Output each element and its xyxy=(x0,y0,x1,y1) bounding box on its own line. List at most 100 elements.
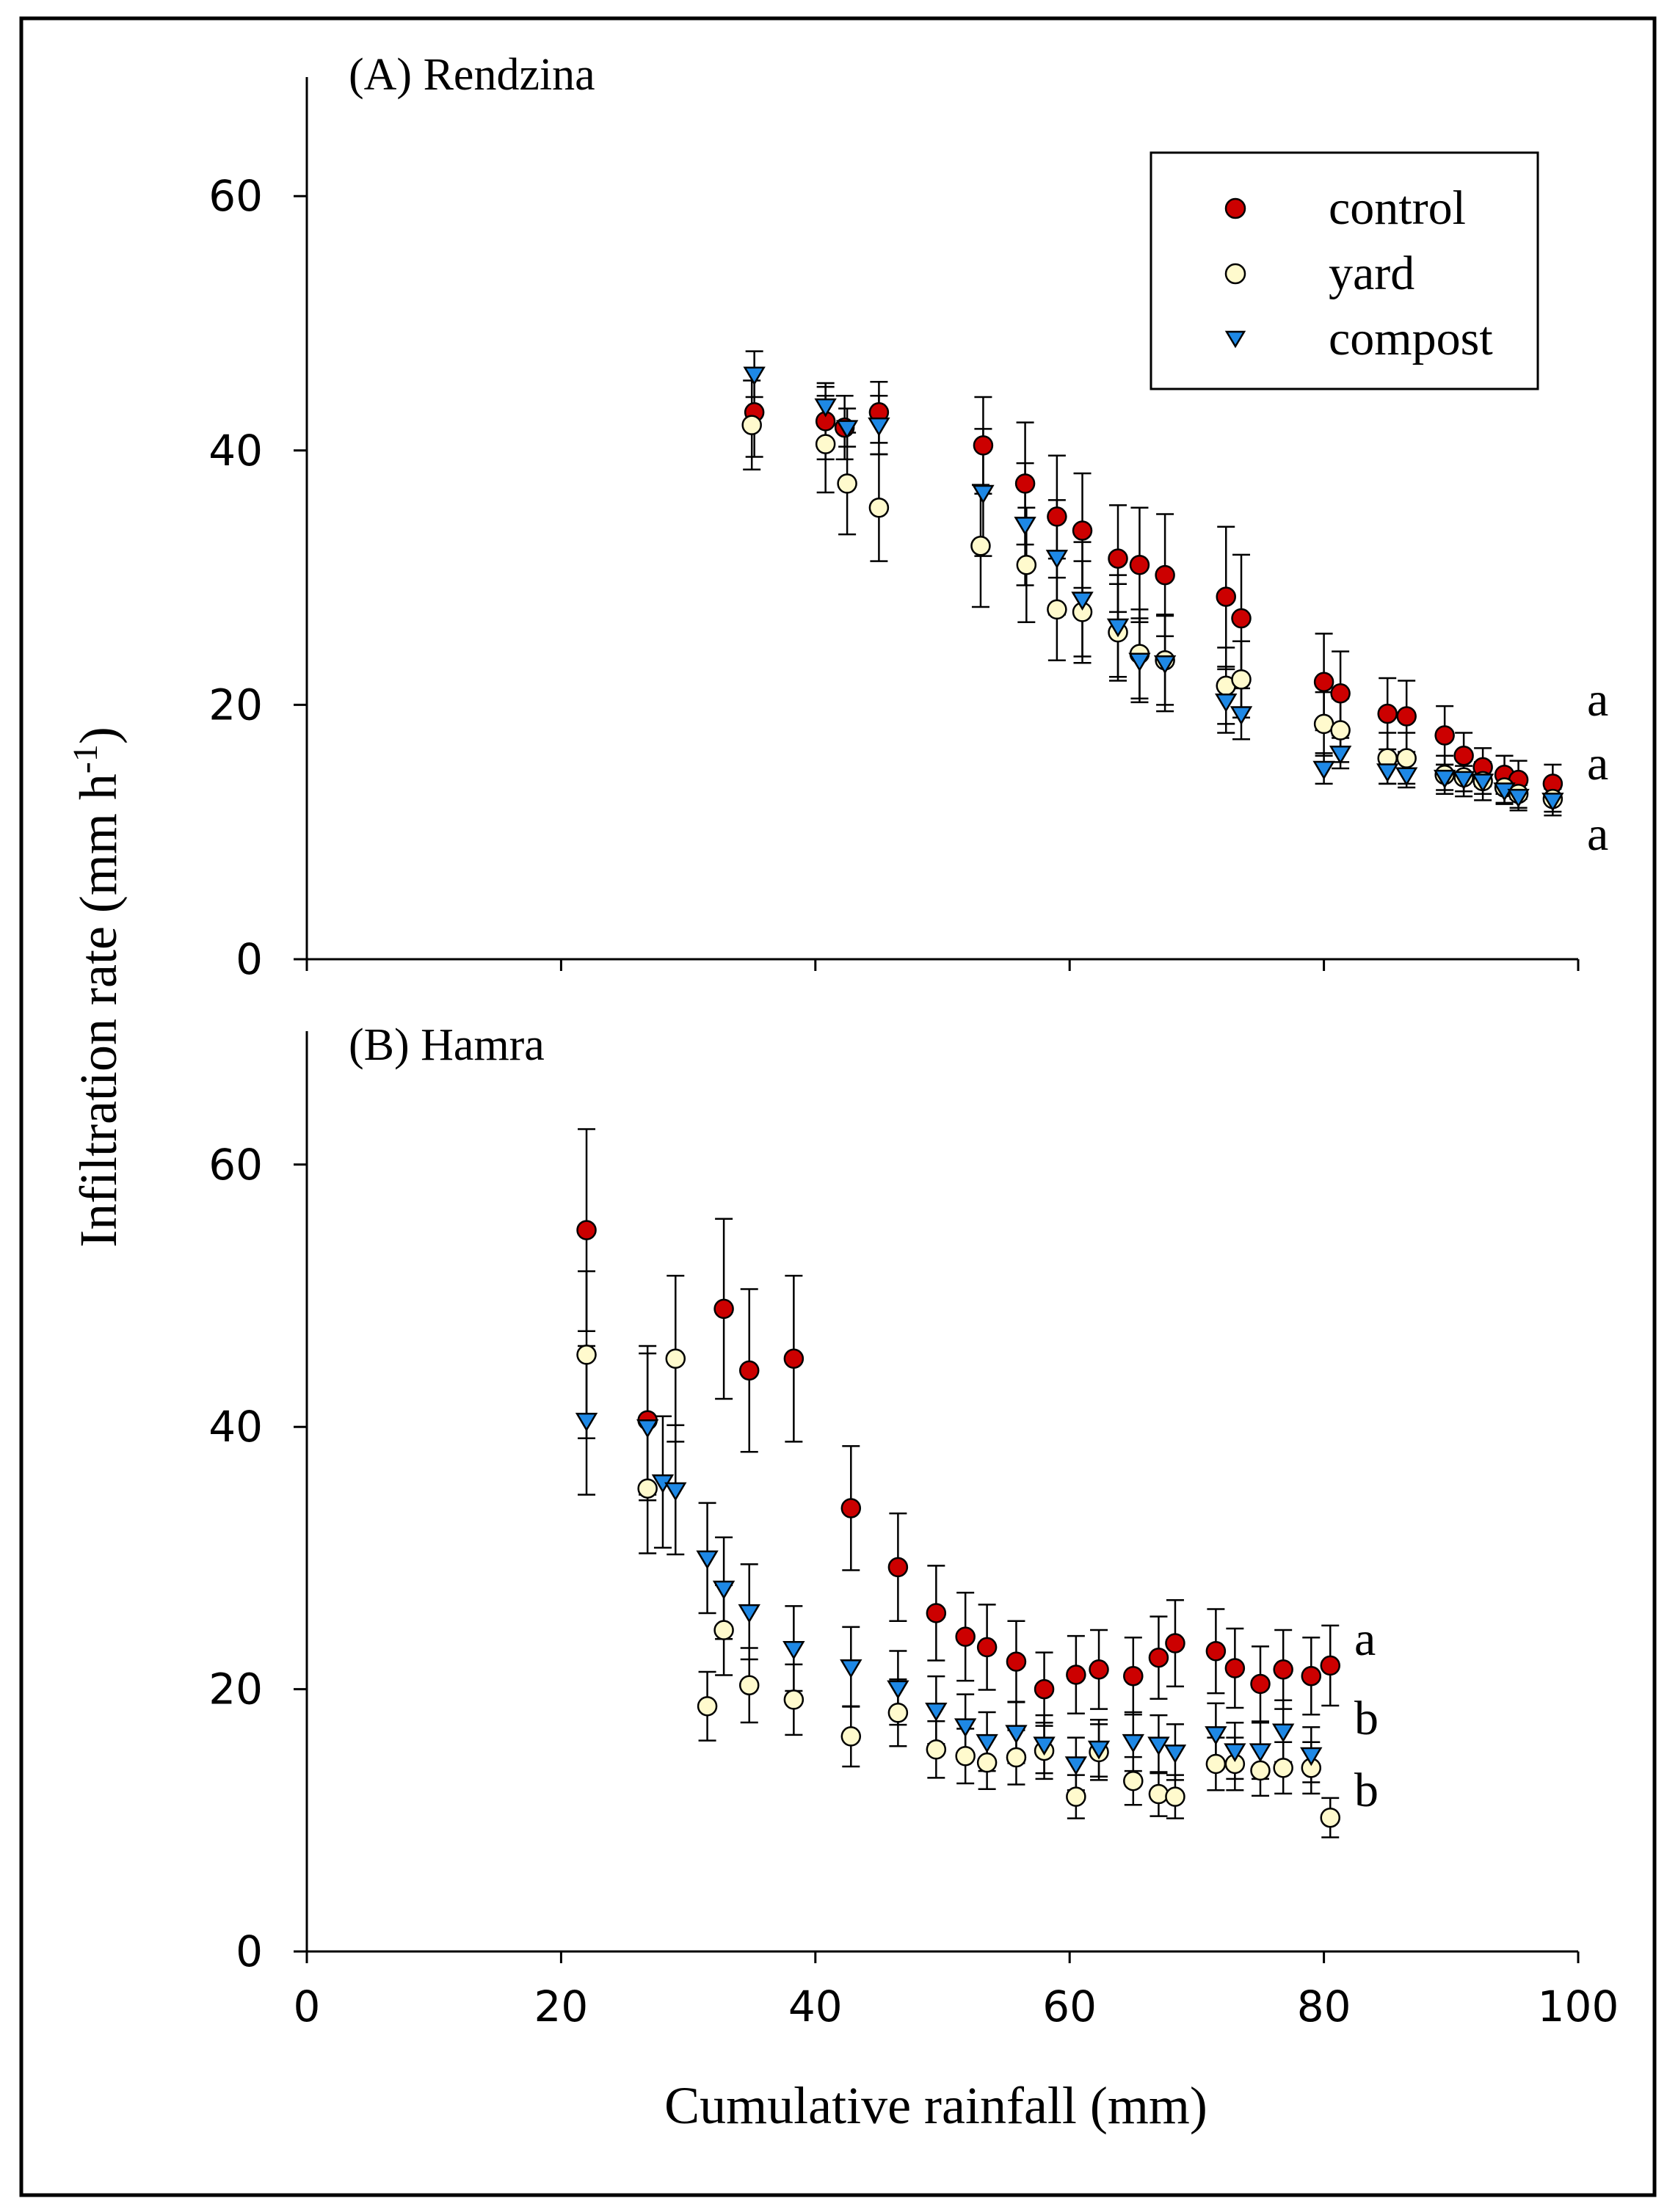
panel-b-compost-point xyxy=(925,1702,948,1722)
panel-a-compost-point xyxy=(1045,550,1069,569)
panel-b-compost-point xyxy=(976,1733,998,1753)
panel-b-compost-point xyxy=(1064,1756,1088,1775)
panel-b-compost-point xyxy=(954,1718,977,1738)
panel-b-control-point xyxy=(1301,1665,1322,1687)
panel-b-significance-letter: a xyxy=(1354,1612,1376,1666)
panel-b-control-point xyxy=(1224,1658,1246,1678)
panel-b-compost-point xyxy=(1249,1743,1272,1763)
panel-b-control-point xyxy=(1034,1678,1055,1700)
panel-a-compost-point xyxy=(1215,693,1238,713)
panel-b-control-point xyxy=(576,1220,597,1240)
y-axis-title: Infiltration rate (mm h-1) xyxy=(66,727,128,1248)
panel-b-compost-point xyxy=(696,1550,719,1570)
panel-a-compost-point xyxy=(1507,788,1530,808)
panel-a-control-point xyxy=(1377,703,1398,724)
panel-a-compost-point xyxy=(1329,746,1352,765)
legend-control-label: control xyxy=(1329,181,1466,235)
panel-a-control-point xyxy=(1434,725,1455,746)
panel-b-significance: abb xyxy=(1354,1612,1379,1817)
panel-b-control-point xyxy=(1066,1665,1086,1685)
panel-b-yard-point xyxy=(576,1345,597,1365)
panel-b-control-point xyxy=(1250,1673,1271,1695)
panel-a-compost-point xyxy=(1106,618,1130,638)
panel-b-compost-point xyxy=(1224,1743,1246,1763)
panel-b-y-tick-label: 40 xyxy=(208,1402,263,1452)
panel-a-y-tick-label: 20 xyxy=(208,680,263,730)
panel-b-compost-point xyxy=(1087,1740,1111,1760)
panel-a-control-point xyxy=(1313,672,1334,692)
legend-box xyxy=(1150,151,1539,390)
panel-a-y-tick-label: 60 xyxy=(208,171,263,221)
panel-b-significance-letter: b xyxy=(1354,1764,1379,1817)
panel-a-control-point xyxy=(1072,520,1093,541)
panel-b-control-point xyxy=(1006,1651,1027,1672)
panel-b-x-tick-label: 20 xyxy=(534,1982,588,2031)
panel-a-yard-point xyxy=(970,536,991,556)
panel-a-control-point xyxy=(1129,555,1150,575)
panel-b-yard-point xyxy=(976,1752,998,1773)
panel-b-y-tick-label: 60 xyxy=(208,1140,263,1190)
panel-b-x-tick-label: 0 xyxy=(294,1982,321,2031)
panel-b-yard-point xyxy=(887,1703,909,1723)
panel-b-yard-point xyxy=(1006,1747,1027,1768)
legend-control-marker xyxy=(1224,197,1246,219)
panel-b-x-tick-label: 60 xyxy=(1042,1982,1097,2031)
panel-b-significance-letter: b xyxy=(1354,1692,1379,1745)
legend-compost-marker xyxy=(1224,330,1246,349)
panel-a-significance: aaa xyxy=(1587,673,1608,861)
panel-a-compost-point xyxy=(868,417,890,437)
panel-b-compost-point xyxy=(712,1580,736,1600)
panel-a-control-point xyxy=(1396,706,1417,727)
panel-a-yard-point xyxy=(1396,748,1417,768)
panel-b-yard-point xyxy=(665,1348,686,1369)
panel-b-yard-point xyxy=(637,1478,658,1499)
panel-a-compost-point xyxy=(835,420,859,440)
panel-b-compost-point xyxy=(840,1659,862,1678)
panel-b-compost-point xyxy=(1271,1723,1295,1743)
panel-b-yard-point xyxy=(955,1745,976,1767)
panel-b-compost-point xyxy=(664,1482,687,1502)
panel-a-control-point xyxy=(1014,473,1036,494)
panel-a-y-tick-label: 0 xyxy=(236,934,263,984)
panel-a-control-point xyxy=(1330,683,1351,704)
x-axis-title: Cumulative rainfall (mm) xyxy=(664,2076,1207,2135)
panel-a-error-bars xyxy=(743,350,1562,817)
panel-b-compost-point xyxy=(1033,1736,1056,1756)
panel-b-compost-point xyxy=(1005,1725,1028,1745)
panel-a-significance-letter: a xyxy=(1587,673,1608,727)
panel-b-compost-point xyxy=(887,1680,909,1700)
panel-a-compost-point xyxy=(1230,706,1253,725)
panel-a-compost-point xyxy=(1071,592,1094,611)
panel-a-yard-point xyxy=(868,498,890,518)
panel-b-y-tick-label: 0 xyxy=(236,1927,263,1976)
panel-b-error-bars xyxy=(578,1128,1340,1838)
panel-a-control-point xyxy=(1155,564,1175,586)
panel-a-compost-point xyxy=(1014,517,1036,536)
panel-a-significance-letter: a xyxy=(1587,737,1608,790)
panel-a-title: (A) Rendzina xyxy=(349,50,595,100)
panel-b-yard-point xyxy=(1273,1758,1293,1778)
panel-b-compost-point xyxy=(738,1604,760,1623)
panel-b-yard-point xyxy=(1250,1760,1271,1781)
panel-b-compost-point xyxy=(636,1419,659,1438)
panel-a-y-tick-label: 40 xyxy=(208,426,263,476)
panel-b-control-point xyxy=(955,1626,976,1647)
panel-b-x-tick-label: 40 xyxy=(788,1982,843,2031)
panel-b-compost-point xyxy=(1147,1736,1170,1756)
panel-a-compost-point xyxy=(1312,760,1335,780)
panel-a-compost-point xyxy=(1128,652,1151,672)
figure-border xyxy=(19,16,1657,2197)
panel-b-axes: 0 20 40 60 0 20 40 60 80 100 xyxy=(208,1031,1619,2031)
panel-b-control-point xyxy=(976,1637,998,1658)
panel-b-x-tick-label: 100 xyxy=(1538,1982,1619,2031)
panel-b-yard-point xyxy=(840,1726,862,1747)
panel-b-yard-point xyxy=(783,1689,805,1710)
legend-yard-label: yard xyxy=(1329,247,1414,300)
panel-b-compost-point xyxy=(1122,1733,1144,1753)
panel-a-compost-point xyxy=(1153,655,1177,674)
panel-a-yard-point xyxy=(1231,669,1252,690)
panel-b-yard-point xyxy=(1148,1783,1169,1805)
panel-b-control-point xyxy=(713,1298,734,1320)
legend-compost-label: compost xyxy=(1329,312,1493,365)
